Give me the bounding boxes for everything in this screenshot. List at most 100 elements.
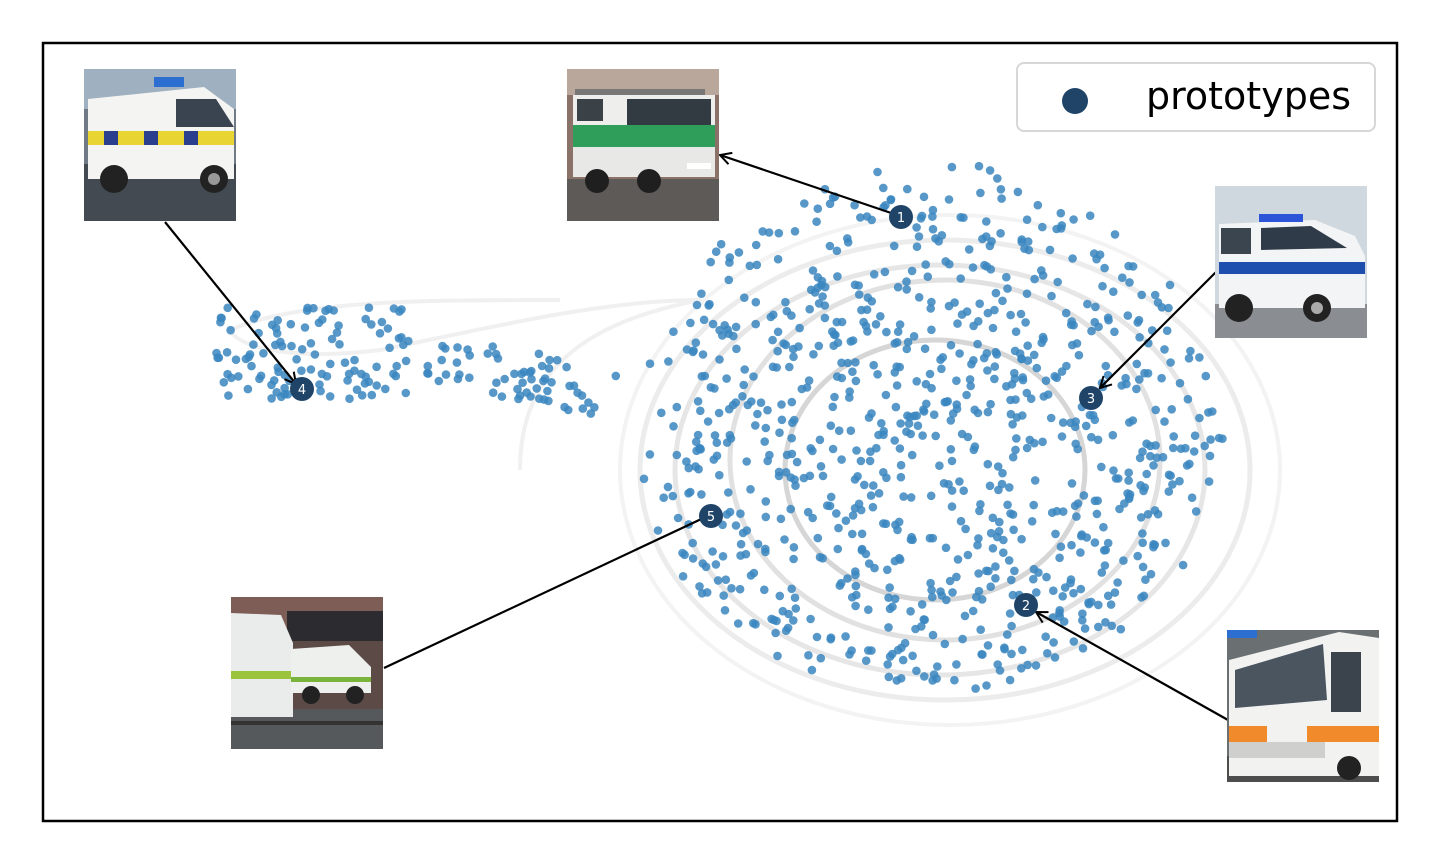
embedding-point bbox=[1046, 413, 1056, 423]
embedding-point bbox=[300, 323, 310, 332]
prototype-marker-2 bbox=[1014, 593, 1038, 617]
chart-legend: prototypes bbox=[1016, 62, 1376, 132]
prototype-image-4 bbox=[84, 69, 236, 221]
embedding-point bbox=[935, 461, 944, 471]
embedding-point bbox=[953, 555, 963, 564]
embedding-point bbox=[768, 335, 777, 345]
embedding-point bbox=[1010, 374, 1020, 384]
embedding-point bbox=[1134, 315, 1144, 325]
embedding-point bbox=[657, 408, 666, 418]
embedding-point bbox=[1103, 313, 1113, 323]
embedding-point bbox=[912, 242, 922, 251]
embedding-point bbox=[1068, 254, 1077, 263]
embedding-point bbox=[1189, 447, 1199, 456]
embedding-point bbox=[488, 342, 498, 351]
embedding-point bbox=[1042, 572, 1051, 582]
embedding-point bbox=[1049, 586, 1058, 595]
embedding-point bbox=[404, 336, 413, 346]
embedding-point bbox=[947, 502, 957, 511]
embedding-point bbox=[659, 493, 668, 503]
embedding-point bbox=[535, 394, 544, 404]
embedding-point bbox=[1151, 405, 1160, 415]
embedding-point bbox=[1160, 417, 1169, 426]
embedding-point bbox=[361, 314, 371, 324]
embedding-point bbox=[1097, 568, 1107, 577]
embedding-point bbox=[562, 362, 571, 372]
embedding-point bbox=[861, 656, 871, 665]
embedding-point bbox=[906, 429, 915, 439]
embedding-point bbox=[879, 430, 888, 440]
embedding-point bbox=[881, 390, 891, 400]
prototype-marker-4 bbox=[290, 377, 314, 401]
embedding-point bbox=[297, 366, 306, 376]
embedding-point bbox=[917, 600, 927, 609]
embedding-point bbox=[350, 355, 359, 365]
embedding-point bbox=[959, 213, 968, 222]
embedding-point bbox=[708, 547, 717, 556]
embedding-point bbox=[964, 245, 974, 254]
embedding-point bbox=[974, 569, 983, 578]
prototype-image-5 bbox=[231, 597, 383, 749]
embedding-point bbox=[934, 237, 943, 246]
embedding-point bbox=[794, 342, 803, 351]
embedding-point bbox=[890, 368, 900, 377]
embedding-point bbox=[846, 426, 856, 436]
embedding-point bbox=[783, 623, 793, 633]
embedding-point bbox=[853, 472, 862, 481]
embedding-point bbox=[843, 574, 852, 583]
embedding-point bbox=[1094, 622, 1103, 632]
embedding-point bbox=[817, 276, 827, 286]
prototype-marker-5 bbox=[699, 504, 723, 528]
embedding-point bbox=[976, 188, 985, 198]
embedding-point bbox=[1143, 369, 1153, 378]
embedding-point bbox=[781, 340, 791, 350]
embedding-point bbox=[847, 646, 856, 655]
prototype-label-4: 4 bbox=[298, 383, 306, 398]
embedding-point bbox=[1006, 509, 1015, 518]
embedding-point bbox=[1012, 434, 1021, 443]
embedding-point bbox=[1069, 588, 1078, 598]
embedding-point bbox=[1164, 303, 1173, 313]
embedding-point bbox=[1187, 493, 1197, 503]
embedding-point bbox=[893, 645, 903, 655]
embedding-point bbox=[1003, 630, 1012, 639]
embedding-point bbox=[1007, 649, 1016, 659]
embedding-point bbox=[1047, 291, 1056, 301]
embedding-point bbox=[1110, 327, 1119, 337]
embedding-point bbox=[848, 529, 857, 539]
embedding-point bbox=[828, 402, 838, 412]
embedding-point bbox=[1003, 284, 1012, 293]
embedding-point bbox=[991, 288, 1001, 298]
embedding-point bbox=[1007, 575, 1016, 585]
embedding-point bbox=[983, 366, 992, 375]
embedding-point bbox=[868, 502, 878, 512]
embedding-point bbox=[884, 593, 893, 602]
embedding-point bbox=[886, 195, 896, 205]
embedding-point bbox=[721, 575, 731, 584]
embedding-point bbox=[990, 374, 999, 384]
embedding-point bbox=[936, 355, 945, 365]
embedding-point bbox=[1100, 263, 1109, 273]
embedding-point bbox=[959, 486, 968, 496]
embedding-point bbox=[272, 329, 282, 338]
embedding-point bbox=[1057, 367, 1067, 376]
embedding-point bbox=[1052, 224, 1061, 234]
embedding-point bbox=[977, 650, 986, 659]
embedding-point bbox=[1178, 560, 1188, 570]
embedding-point bbox=[972, 592, 981, 602]
embedding-point bbox=[967, 359, 976, 369]
embedding-point bbox=[1032, 588, 1041, 597]
embedding-point bbox=[1109, 287, 1118, 297]
embedding-point bbox=[874, 489, 884, 498]
embedding-point bbox=[929, 410, 939, 420]
embedding-point bbox=[735, 584, 745, 594]
embedding-point bbox=[950, 675, 959, 685]
embedding-point bbox=[761, 512, 771, 522]
embedding-point bbox=[1094, 600, 1103, 610]
prototype-arrow bbox=[720, 155, 901, 218]
embedding-point bbox=[1161, 538, 1170, 548]
embedding-point bbox=[767, 614, 776, 624]
embedding-point bbox=[920, 672, 929, 681]
embedding-point bbox=[881, 201, 890, 210]
embedding-point bbox=[697, 490, 706, 499]
